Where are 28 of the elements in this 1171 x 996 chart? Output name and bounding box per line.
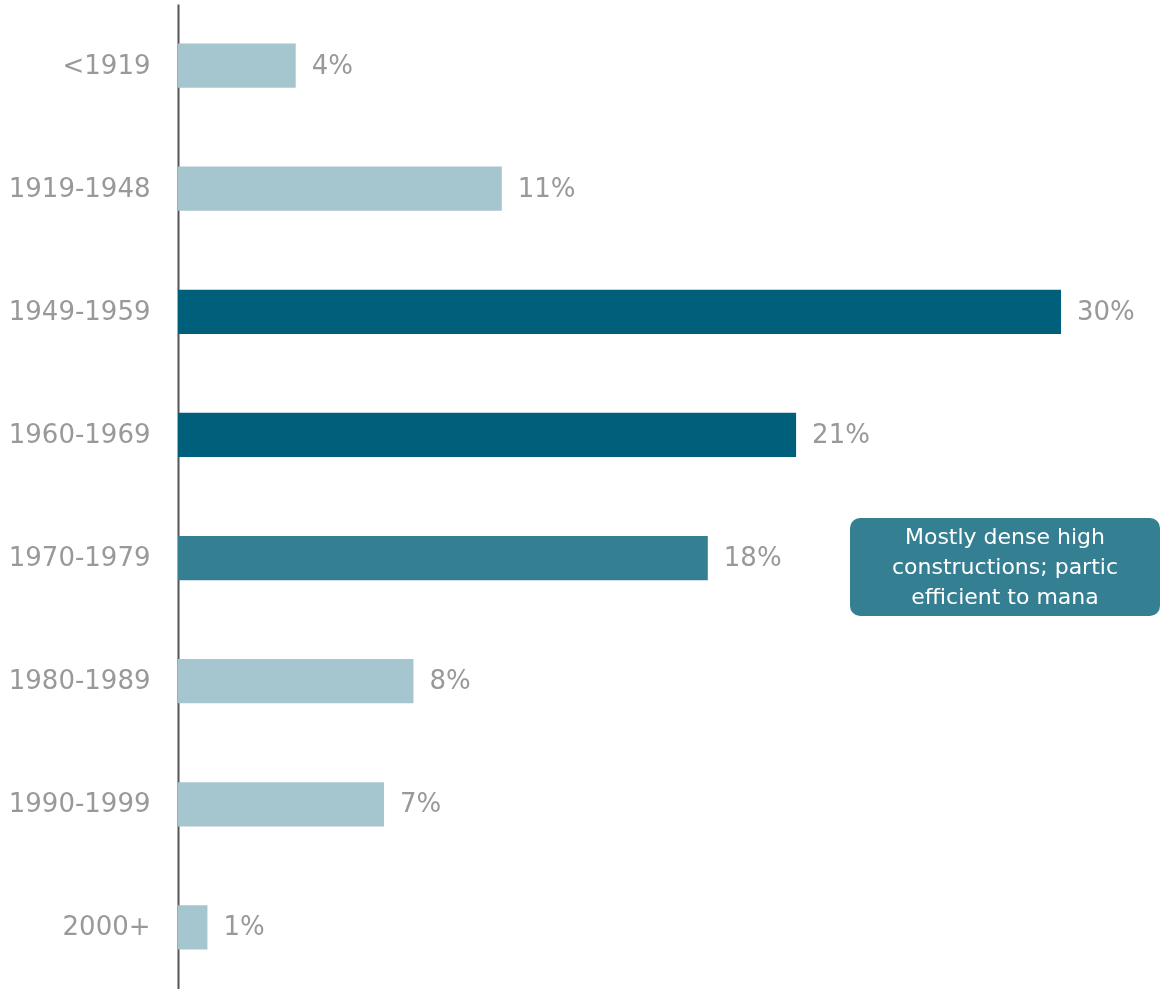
y-tick-label: 1980-1989 (8, 665, 151, 696)
data-label: 30% (1077, 295, 1135, 326)
data-label: 1% (223, 911, 265, 942)
y-tick-label: 1949-1959 (8, 295, 151, 326)
data-label: 4% (311, 49, 353, 80)
annotation: Mostly dense high (903, 523, 1107, 551)
annotation: efficient to mana (910, 583, 1100, 611)
bar (178, 535, 708, 581)
y-tick-label: 1919-1948 (8, 172, 151, 203)
y-tick-label: 1970-1979 (8, 542, 151, 573)
data-label: 11% (517, 172, 576, 203)
data-label: 18% (723, 542, 782, 573)
bar (178, 289, 1061, 334)
y-tick-label: 2000+ (62, 911, 151, 942)
bar (178, 782, 385, 827)
data-label: 8% (429, 665, 471, 696)
y-tick-label: <1919 (62, 49, 151, 80)
data-label: 21% (812, 418, 870, 449)
y-tick-label: 1990-1999 (8, 788, 151, 819)
y-tick-label: 1960-1969 (8, 418, 151, 449)
bar (178, 166, 502, 211)
callout-box: Mostly dense high constructions; partic efficient to mana (850, 518, 1160, 616)
bar (178, 412, 797, 458)
data-label: 7% (400, 788, 442, 819)
bar (178, 905, 208, 950)
annotation: constructions; partic (891, 553, 1119, 581)
bar (178, 43, 296, 88)
bar (178, 659, 414, 704)
